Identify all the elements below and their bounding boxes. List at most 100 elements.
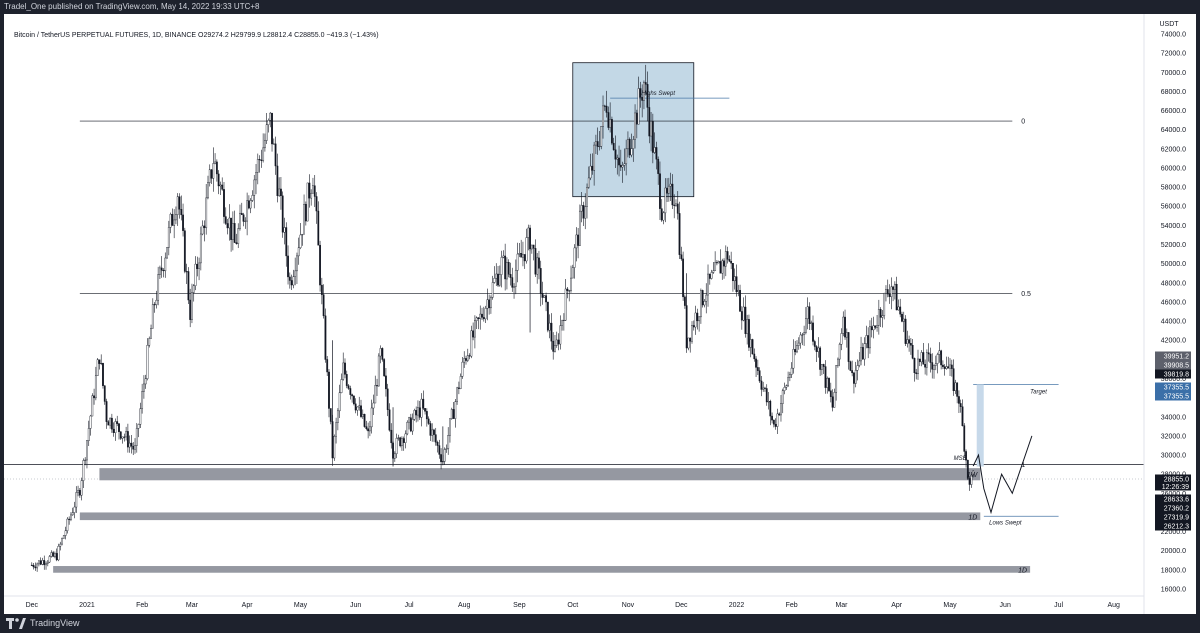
candle-body bbox=[612, 142, 615, 150]
price-label: 28633.6 bbox=[1155, 494, 1191, 504]
candle bbox=[799, 331, 802, 349]
candle bbox=[52, 550, 55, 558]
candle bbox=[312, 177, 314, 194]
candle-body bbox=[881, 315, 884, 318]
candle-body bbox=[417, 407, 419, 416]
candle bbox=[655, 141, 658, 170]
candle-body bbox=[71, 512, 74, 516]
candle-body bbox=[303, 203, 305, 235]
candle bbox=[835, 365, 838, 401]
candle bbox=[707, 264, 709, 307]
candle bbox=[788, 371, 791, 382]
candle-body bbox=[479, 313, 482, 320]
candle bbox=[675, 199, 677, 207]
candle bbox=[511, 267, 514, 292]
candle-body bbox=[520, 253, 523, 258]
candle-body bbox=[41, 560, 44, 565]
candle-body bbox=[699, 290, 702, 318]
footer-bar: TradingView bbox=[0, 614, 1200, 633]
candle-body bbox=[166, 247, 168, 259]
candle bbox=[737, 284, 740, 297]
candle bbox=[699, 288, 702, 324]
x-tick-label: Mar bbox=[186, 602, 199, 609]
candle-body bbox=[536, 257, 539, 275]
candle bbox=[306, 182, 309, 222]
candle-body bbox=[160, 267, 163, 271]
candle-body bbox=[395, 437, 398, 455]
candle-body bbox=[797, 342, 800, 346]
candle bbox=[942, 360, 944, 370]
candle-body bbox=[940, 350, 943, 366]
candle-body bbox=[550, 322, 553, 342]
y-tick-label: 44000.0 bbox=[1161, 319, 1186, 326]
candle bbox=[116, 415, 119, 427]
candle bbox=[32, 562, 35, 570]
candle-body bbox=[666, 187, 668, 194]
candle bbox=[958, 390, 960, 414]
candle-body bbox=[256, 159, 259, 173]
candle-body bbox=[299, 234, 302, 248]
candle bbox=[386, 383, 389, 417]
candle bbox=[201, 220, 204, 236]
candle-body bbox=[753, 353, 756, 360]
candle-body bbox=[909, 343, 912, 346]
candle bbox=[148, 336, 151, 348]
candle-body bbox=[205, 197, 208, 229]
chart-frame[interactable]: 1W 1D 1D 0 0.5 1 Highs Swept Target Lows Swept MS… bbox=[4, 14, 1196, 614]
candle bbox=[772, 419, 775, 428]
candle bbox=[667, 177, 670, 202]
candle bbox=[377, 353, 380, 387]
candle-body bbox=[582, 205, 585, 219]
candle bbox=[159, 265, 161, 280]
price-chart[interactable]: 1W 1D 1D 0 0.5 1 Highs Swept Target Lows Swept MS… bbox=[4, 14, 1196, 614]
candle-body bbox=[933, 365, 935, 370]
candle bbox=[847, 332, 850, 370]
symbol-legend: Bitcoin / TetherUS PERPETUAL FUTURES, 1D… bbox=[14, 32, 379, 39]
candle bbox=[570, 265, 572, 293]
candle bbox=[468, 353, 471, 360]
candle bbox=[970, 474, 973, 488]
candle bbox=[383, 358, 386, 378]
candle-body bbox=[943, 366, 946, 369]
candle-body bbox=[255, 172, 257, 181]
candle bbox=[153, 302, 156, 313]
candle-body bbox=[450, 409, 453, 419]
candle bbox=[796, 340, 798, 354]
candle-body bbox=[609, 119, 612, 128]
candle-body bbox=[584, 206, 587, 219]
candle bbox=[320, 277, 323, 305]
candle bbox=[742, 297, 745, 322]
candle-body bbox=[203, 225, 206, 229]
candle bbox=[598, 131, 601, 151]
candle-body bbox=[851, 370, 854, 374]
candle bbox=[385, 368, 387, 397]
candle-body bbox=[207, 182, 209, 199]
fib-level-label: 0.5 bbox=[1021, 291, 1031, 298]
candle-body bbox=[376, 385, 378, 387]
candle-body bbox=[280, 188, 282, 197]
candle bbox=[532, 244, 535, 261]
candle-body bbox=[732, 263, 734, 282]
candle bbox=[433, 428, 435, 442]
candle bbox=[730, 251, 733, 270]
candle bbox=[418, 400, 421, 420]
candle-body bbox=[386, 388, 389, 410]
candle-body bbox=[363, 413, 366, 427]
candle bbox=[817, 337, 820, 358]
candle bbox=[75, 486, 78, 513]
candle-body bbox=[198, 262, 200, 269]
candle-body bbox=[52, 552, 55, 557]
candle-body bbox=[872, 325, 875, 331]
candle-body bbox=[150, 328, 152, 339]
msb-label: MSB bbox=[954, 456, 967, 462]
candle-body bbox=[525, 237, 528, 262]
candle-body bbox=[262, 147, 265, 161]
candle-body bbox=[895, 283, 898, 311]
candle-body bbox=[532, 244, 535, 249]
candle-body bbox=[324, 315, 327, 360]
candle-body bbox=[336, 410, 339, 423]
candle bbox=[322, 284, 325, 319]
candle-body bbox=[901, 313, 903, 322]
candle-body bbox=[801, 334, 804, 336]
candle-body bbox=[338, 392, 341, 412]
